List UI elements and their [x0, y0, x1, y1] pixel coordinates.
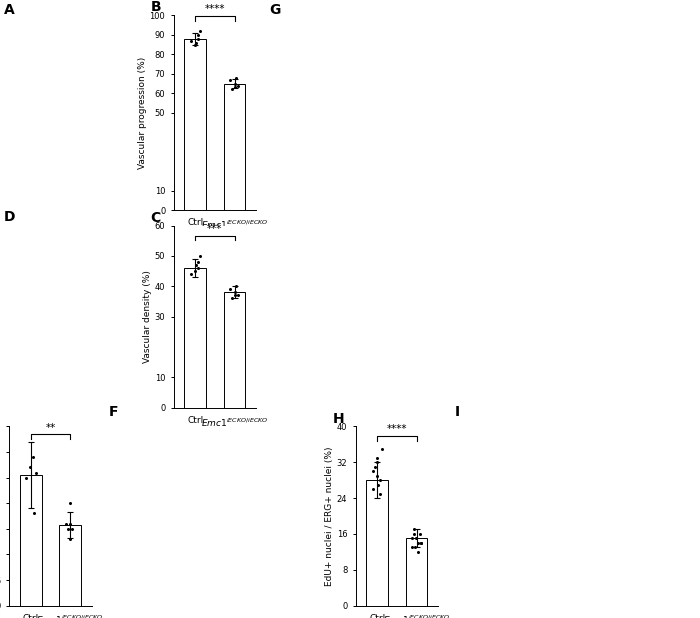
Text: ****: ****	[386, 425, 407, 434]
Bar	[60, 525, 81, 606]
Text: F: F	[108, 405, 118, 419]
Y-axis label: EdU+ nuclei / ERG+ nuclei (%): EdU+ nuclei / ERG+ nuclei (%)	[325, 446, 334, 586]
Text: ****: ****	[204, 4, 225, 14]
Bar	[184, 268, 206, 408]
Text: D: D	[4, 210, 15, 224]
Bar	[366, 480, 388, 606]
Bar	[406, 538, 428, 606]
Text: ***: ***	[207, 224, 223, 234]
Text: I: I	[455, 405, 460, 419]
Text: B: B	[150, 0, 161, 14]
Y-axis label: Vascular density (%): Vascular density (%)	[143, 270, 152, 363]
Bar	[224, 292, 246, 408]
Text: **: **	[46, 423, 55, 433]
Bar	[20, 475, 41, 606]
Text: A: A	[4, 3, 14, 17]
Bar	[224, 83, 246, 210]
Text: H: H	[332, 412, 344, 426]
Bar	[184, 39, 206, 210]
Text: G: G	[270, 3, 281, 17]
Y-axis label: Vascular progression (%): Vascular progression (%)	[138, 57, 147, 169]
Text: C: C	[150, 211, 161, 225]
